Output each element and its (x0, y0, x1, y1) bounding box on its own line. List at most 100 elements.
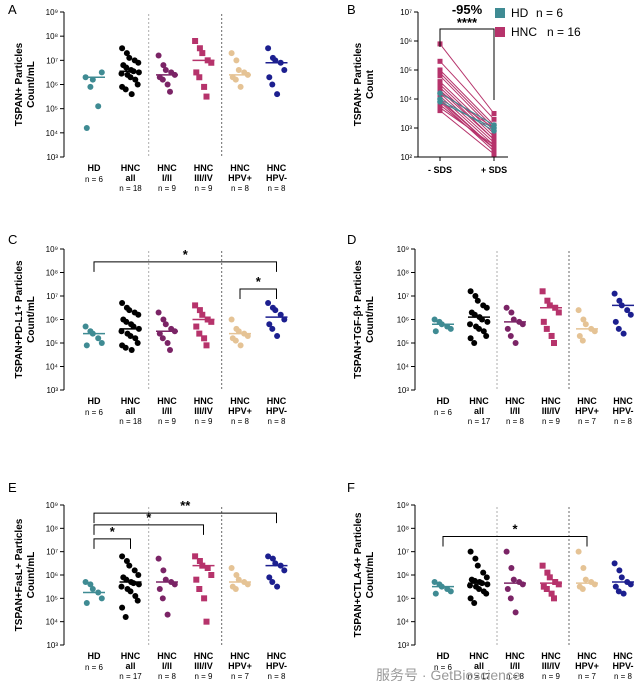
group-sublabel-C-5: HPV- (266, 406, 287, 416)
group-n-C-1: n = 18 (119, 417, 142, 426)
group-sublabel-D-2: I/II (510, 406, 520, 416)
point-A-0-3 (95, 103, 102, 110)
point-E-2-0 (155, 555, 162, 562)
point-D-5-4 (627, 311, 634, 318)
hnc-pair-line-15 (439, 110, 495, 155)
group-n-D-1: n = 17 (468, 417, 491, 426)
y-tick-label-C-1: 10⁴ (46, 363, 59, 372)
legend-swatch-hd (495, 8, 505, 18)
group-n-D-5: n = 8 (614, 417, 633, 426)
y-tick-label-A-2: 10⁵ (46, 105, 58, 114)
y-tick-label-F-0: 10³ (397, 641, 409, 650)
point-F-3-6 (543, 586, 550, 592)
y-tick-label-B-3: 10⁵ (400, 66, 412, 75)
y-tick-label-C-4: 10⁷ (46, 292, 58, 301)
point-E-2-1 (160, 567, 167, 574)
point-A-1-4 (135, 59, 142, 66)
point-F-1-6 (471, 577, 478, 584)
point-D-3-7 (548, 332, 555, 339)
point-E-3-3 (204, 565, 211, 571)
point-F-4-4 (591, 581, 598, 588)
point-A-2-8 (167, 88, 173, 95)
group-n-D-2: n = 8 (506, 417, 525, 426)
point-F-5-4 (627, 581, 634, 588)
point-A-0-1 (87, 83, 94, 90)
point-C-3-6 (196, 330, 203, 337)
y-tick-label-F-2: 10⁵ (397, 594, 409, 603)
hnc-pre-point-16 (437, 70, 443, 76)
point-C-1-17 (128, 347, 135, 354)
y-tick-label-E-0: 10³ (46, 641, 58, 650)
y-axis-title-B: TSPAN+ Particles (353, 42, 364, 126)
y-tick-label-B-1: 10³ (400, 124, 412, 133)
hnc-pair-line-5 (439, 84, 495, 138)
sig-bracket-E-1 (93, 524, 204, 535)
point-A-4-1 (233, 57, 240, 64)
point-F-0-5 (432, 590, 439, 597)
point-A-3-1 (196, 45, 203, 52)
point-D-1-1 (472, 293, 479, 299)
group-n-E-4: n = 7 (231, 672, 250, 681)
point-E-1-2 (126, 562, 133, 569)
point-E-5-4 (281, 567, 288, 574)
point-A-3-2 (199, 50, 206, 57)
point-D-4-6 (579, 337, 586, 344)
point-D-3-5 (540, 318, 547, 325)
point-C-5-2 (272, 307, 279, 314)
panel-A: A 10³ 10⁴ 10⁵ 10⁶ 10⁷ 10⁸ 10⁹ TSPAN+ Particles Co… (8, 2, 288, 193)
panel-C: C 10³ 10⁴ 10⁵ 10⁶ 10⁷ 10⁸ 10⁹ TSPAN+PD-L1+ Parti… (8, 232, 288, 426)
group-sublabel-D-4: HPV+ (575, 406, 599, 416)
sig-bracket-C-0 (93, 261, 277, 272)
point-C-5-3 (277, 311, 284, 318)
point-E-2-2 (162, 576, 169, 583)
group-n-F-2: n = 8 (506, 672, 525, 681)
point-A-5-5 (266, 74, 273, 81)
point-A-3-8 (203, 93, 210, 100)
point-E-1-14 (134, 597, 141, 604)
y-tick-label-E-4: 10⁷ (46, 548, 58, 557)
group-n-A-3: n = 9 (194, 184, 213, 193)
group-sublabel-E-3: III/IV (194, 661, 213, 671)
point-C-5-7 (274, 332, 281, 339)
point-E-2-7 (164, 611, 171, 618)
point-D-3-6 (543, 325, 550, 332)
point-D-1-0 (467, 288, 474, 295)
point-D-0-0 (431, 316, 438, 323)
point-E-2-6 (159, 595, 166, 602)
point-F-0-0 (431, 579, 438, 585)
hnc-post-point-14 (491, 142, 497, 148)
hnc-post-point-8 (491, 140, 497, 145)
point-E-5-2 (272, 560, 279, 567)
y-axis-subtitle-A: Count/mL (26, 61, 37, 108)
point-F-4-0 (575, 548, 582, 555)
sig-bracket-E-2 (93, 538, 131, 549)
point-D-1-13 (480, 328, 487, 335)
point-F-1-14 (483, 590, 490, 597)
point-A-4-2 (235, 67, 242, 73)
hnc-pre-point-6 (437, 84, 443, 90)
point-D-0-5 (432, 328, 439, 335)
hnc-post-point-4 (491, 131, 497, 137)
point-F-1-0 (467, 548, 474, 555)
group-n-A-4: n = 8 (231, 184, 250, 193)
group-label-D-4: HNC (577, 396, 597, 406)
point-F-2-7 (512, 609, 519, 616)
y-axis-subtitle-E: Count/mL (26, 552, 37, 599)
y-tick-label-C-3: 10⁶ (46, 316, 58, 325)
hnc-pair-line-17 (439, 91, 495, 129)
group-label-F-2: HNC (505, 651, 525, 661)
point-C-1-6 (123, 318, 130, 325)
y-axis-title-A: TSPAN+ Particles (14, 42, 25, 126)
point-C-3-1 (196, 307, 203, 314)
group-sublabel-A-1: all (125, 173, 135, 183)
sig-label-C-1: * (256, 274, 262, 289)
group-n-C-4: n = 8 (231, 417, 250, 426)
panel-E: E 10³ 10⁴ 10⁵ 10⁶ 10⁷ 10⁸ 10⁹ TSPAN+FasL+ Partic… (8, 480, 288, 681)
point-D-1-14 (483, 332, 490, 339)
point-F-5-2 (618, 574, 625, 581)
group-label-C-5: HNC (267, 396, 287, 406)
hd-post-point-2 (491, 122, 497, 128)
point-C-4-4 (244, 332, 251, 339)
group-label-D-0: HD (437, 396, 450, 406)
group-label-F-3: HNC (541, 651, 561, 661)
